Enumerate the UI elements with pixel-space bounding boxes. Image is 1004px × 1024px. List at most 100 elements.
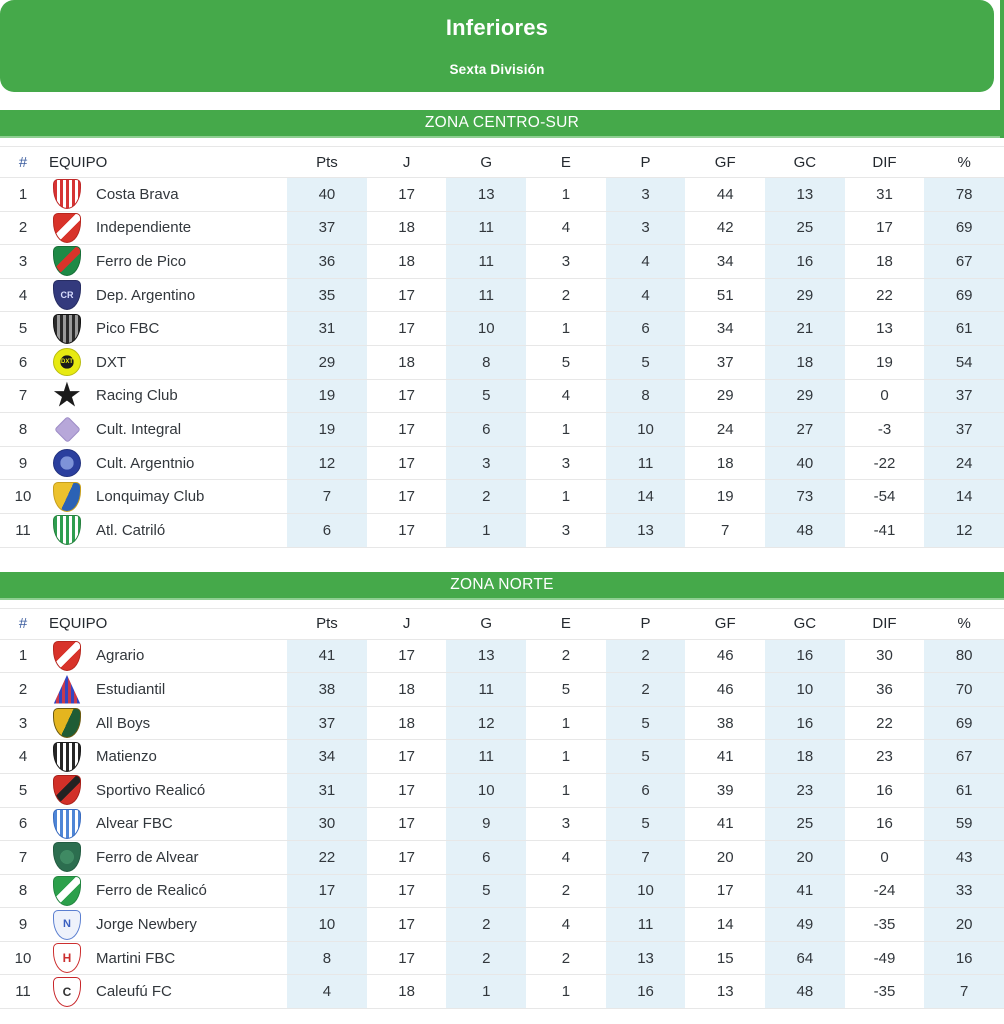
position-cell: 11 <box>15 983 31 1001</box>
stat-cell: 30 <box>287 807 367 841</box>
stat-cell: 22 <box>876 714 893 732</box>
column-header-j: J <box>402 615 411 633</box>
stat-cell: 80 <box>924 639 1004 673</box>
stat-cell: 46 <box>716 647 734 665</box>
table-row: 4 Matienzo 34 17 11 1 5 41 18 23 67 <box>0 740 1004 774</box>
stat-cell: 1 <box>561 983 571 1001</box>
stat-cell: -41 <box>873 521 896 539</box>
table-row: 7 ★ Racing Club 19 17 5 4 8 29 29 0 37 <box>0 379 1004 414</box>
stat-cell: 18 <box>398 252 415 270</box>
team-badge-cell <box>46 841 88 874</box>
stat-cell: 2 <box>605 639 686 673</box>
stat-cell: 61 <box>924 773 1004 807</box>
standings-table-norte: # EQUIPO Pts J G E P GF GC DIF% 1 Agrario 41 17 13 2 2 4… <box>0 607 1004 1010</box>
stat-cell: 4 <box>561 916 571 934</box>
team-badge-icon <box>53 708 81 739</box>
stat-cell: 31 <box>287 773 367 807</box>
stat-cell: 4 <box>561 219 571 237</box>
stat-cell: 18 <box>716 454 734 472</box>
column-header-dif: DIF <box>872 153 897 171</box>
stat-cell: 19 <box>287 379 367 413</box>
stat-cell: 29 <box>765 278 845 312</box>
stat-cell: 13 <box>446 639 527 673</box>
position-cell: 7 <box>18 848 28 866</box>
stat-cell: 1 <box>561 185 571 203</box>
column-header-p: P <box>640 615 651 633</box>
page-title: Inferiores <box>445 15 549 40</box>
column-header-gc: GC <box>793 615 817 633</box>
stat-cell: 25 <box>765 807 845 841</box>
table-row: 9 Cult. Argentnio 12 17 3 3 11 18 40 -22 24 <box>0 446 1004 481</box>
stat-cell: 18 <box>398 353 415 371</box>
column-header-pct: % <box>957 153 971 171</box>
stat-cell: 5 <box>605 807 686 841</box>
stat-cell: 42 <box>716 219 734 237</box>
table-row: 1 Agrario 41 17 13 2 2 46 16 30 80 <box>0 639 1004 674</box>
stat-cell: 10 <box>605 874 686 908</box>
position-cell: 8 <box>18 882 28 900</box>
table-row: 6 DXT DXT 29 18 8 5 5 37 18 19 54 <box>0 345 1004 380</box>
position-cell: 2 <box>18 219 28 237</box>
edge-accent-strip <box>1000 0 1004 138</box>
stat-cell: 27 <box>765 413 845 446</box>
stat-cell: 14 <box>924 480 1004 513</box>
team-badge-cell <box>46 774 88 807</box>
stat-cell: 11 <box>605 908 686 941</box>
stat-cell: 1 <box>446 975 527 1009</box>
team-badge-icon: C <box>53 976 81 1007</box>
team-badge-icon <box>53 775 81 806</box>
stat-cell: 30 <box>876 647 893 665</box>
stat-cell: 18 <box>398 680 415 698</box>
stat-cell: 12 <box>924 513 1004 547</box>
stat-cell: 18 <box>765 740 845 773</box>
team-name: Martini FBC <box>96 949 176 967</box>
stat-cell: 13 <box>605 941 686 975</box>
stat-cell: 17 <box>398 949 415 967</box>
stat-cell: 38 <box>287 673 367 706</box>
team-name: Ferro de Pico <box>96 252 187 270</box>
stat-cell: 7 <box>721 521 730 539</box>
stat-cell: 13 <box>876 320 893 338</box>
column-header-equipo: EQUIPO <box>49 153 108 171</box>
stat-cell: 5 <box>605 706 686 740</box>
team-name: All Boys <box>96 714 151 732</box>
stat-cell: 5 <box>561 353 571 371</box>
table-row: 10 H Martini FBC 8 17 2 2 13 15 64 -49 16 <box>0 941 1004 976</box>
stat-cell: -35 <box>873 916 896 934</box>
stat-cell: 37 <box>924 379 1004 413</box>
stat-cell: 17 <box>398 647 415 665</box>
stat-cell: 29 <box>765 379 845 413</box>
stat-cell: 17 <box>398 882 415 900</box>
stat-cell: 8 <box>287 941 367 975</box>
team-badge-cell: CR <box>46 279 88 312</box>
stat-cell: 3 <box>446 446 527 480</box>
stat-cell: 2 <box>561 882 571 900</box>
stat-cell: 3 <box>561 815 571 833</box>
team-name: Ferro de Realicó <box>96 882 207 900</box>
table-row: 8 Ferro de Realicó 17 17 5 2 10 17 41 -24 33 <box>0 874 1004 909</box>
team-name: Pico FBC <box>96 320 160 338</box>
table-header-row: # EQUIPO Pts J G E P GF GC DIF% <box>0 607 1004 640</box>
stat-cell: 17 <box>398 387 415 405</box>
team-badge-icon: DXT <box>53 348 81 377</box>
stat-cell: -22 <box>873 454 896 472</box>
table-body: 1 Agrario 41 17 13 2 2 46 16 30 80 2 Estudiantil 38 18… <box>0 639 1004 1010</box>
team-badge-icon <box>53 675 81 704</box>
stat-cell: 12 <box>446 706 527 740</box>
stat-cell: 34 <box>716 320 734 338</box>
stat-cell: 17 <box>716 882 734 900</box>
stat-cell: 6 <box>446 841 527 874</box>
stat-cell: 17 <box>398 781 415 799</box>
stat-cell: 37 <box>287 706 367 740</box>
stat-cell: 4 <box>561 848 571 866</box>
column-header-gf: GF <box>714 615 736 633</box>
stat-cell: -35 <box>873 983 896 1001</box>
team-name: Alvear FBC <box>96 815 173 833</box>
stat-cell: 11 <box>446 740 527 773</box>
team-badge-icon <box>53 212 81 243</box>
team-badge-cell <box>46 808 88 841</box>
stat-cell: 11 <box>446 673 527 706</box>
stat-cell: 59 <box>924 807 1004 841</box>
position-cell: 2 <box>18 680 28 698</box>
stat-cell: 29 <box>287 345 367 379</box>
